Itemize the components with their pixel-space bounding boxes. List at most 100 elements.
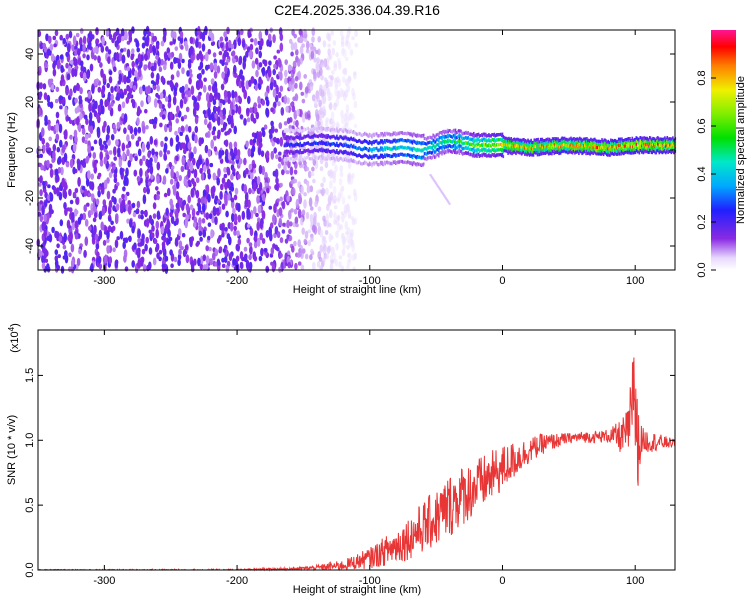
signal-cell xyxy=(577,137,579,141)
signal-cell xyxy=(297,150,300,154)
noise-blob xyxy=(79,87,83,95)
signal-cell xyxy=(284,135,286,139)
signal-cell xyxy=(578,152,580,155)
signal-cell xyxy=(366,155,368,158)
noise-blob xyxy=(291,105,296,113)
noise-blob xyxy=(247,199,251,209)
signal-cell xyxy=(503,139,505,143)
noise-blob xyxy=(277,163,282,169)
signal-cell xyxy=(409,140,411,144)
noise-blob xyxy=(180,246,184,250)
noise-blob xyxy=(139,158,143,166)
noise-blob xyxy=(240,79,245,88)
signal-cell xyxy=(508,141,511,144)
signal-cell xyxy=(399,152,402,156)
signal-cell xyxy=(297,143,300,147)
signal-cell xyxy=(452,134,454,138)
noise-blob xyxy=(164,136,168,142)
signal-cell xyxy=(574,142,576,146)
noise-blob xyxy=(159,122,163,128)
noise-blob xyxy=(307,170,312,179)
noise-blob xyxy=(202,229,207,238)
noise-blob xyxy=(300,217,304,226)
noise-blob xyxy=(217,261,221,266)
signal-cell xyxy=(421,134,423,137)
noise-blob xyxy=(76,82,80,91)
noise-blob xyxy=(43,200,48,207)
noise-blob xyxy=(283,95,288,105)
noise-blob xyxy=(59,54,64,60)
signal-cell xyxy=(621,143,623,147)
signal-cell xyxy=(564,147,567,151)
noise-blob xyxy=(218,51,223,56)
signal-cell xyxy=(625,144,627,148)
signal-cell xyxy=(417,141,419,145)
signal-cell xyxy=(284,142,286,146)
spectrogram-image xyxy=(36,25,677,275)
signal-cell xyxy=(391,140,394,144)
signal-cell xyxy=(578,145,580,149)
signal-cell xyxy=(374,161,376,165)
signal-cell xyxy=(344,157,347,160)
noise-blob xyxy=(221,203,226,210)
signal-cell xyxy=(491,143,493,147)
signal-cell xyxy=(340,143,343,147)
signal-cell xyxy=(413,147,415,150)
noise-blob xyxy=(103,179,108,190)
noise-blob xyxy=(214,195,219,202)
noise-blob xyxy=(50,53,55,62)
noise-blob xyxy=(87,90,92,100)
noise-blob xyxy=(65,33,70,40)
noise-blob xyxy=(196,210,200,216)
signal-cell xyxy=(426,151,429,155)
noise-blob xyxy=(297,261,302,266)
noise-blob xyxy=(222,107,227,117)
signal-cell xyxy=(458,136,461,140)
signal-cell xyxy=(285,142,288,146)
noise-blob xyxy=(223,173,228,179)
signal-cell xyxy=(611,138,614,142)
signal-cell xyxy=(648,151,650,154)
noise-blob xyxy=(74,136,78,144)
noise-blob xyxy=(132,85,137,91)
signal-cell xyxy=(323,142,325,145)
noise-blob xyxy=(207,100,211,109)
noise-blob xyxy=(55,174,60,183)
signal-cell xyxy=(607,146,610,150)
noise-blob xyxy=(58,191,63,201)
noise-blob xyxy=(74,187,79,194)
noise-blob xyxy=(288,38,293,44)
signal-cell xyxy=(352,151,355,155)
signal-cell xyxy=(374,132,376,136)
signal-cell xyxy=(650,138,653,142)
noise-blob xyxy=(289,221,293,227)
noise-blob xyxy=(179,131,183,136)
signal-cell xyxy=(335,129,337,133)
signal-cell xyxy=(642,145,645,148)
signal-cell xyxy=(438,134,440,138)
signal-cell xyxy=(297,128,300,132)
signal-cell xyxy=(633,151,635,155)
noise-blob xyxy=(50,125,55,131)
signal-cell xyxy=(621,150,623,154)
noise-blob xyxy=(248,32,252,38)
noise-blob xyxy=(210,139,214,149)
signal-cell xyxy=(367,163,370,167)
noise-blob xyxy=(144,64,148,69)
noise-blob xyxy=(84,139,88,145)
signal-cell xyxy=(469,142,472,146)
noise-blob xyxy=(305,166,310,172)
signal-cell xyxy=(582,148,584,152)
signal-cell xyxy=(335,136,337,140)
signal-cell xyxy=(547,143,549,147)
noise-blob xyxy=(321,105,326,113)
noise-blob xyxy=(51,226,55,234)
noise-blob xyxy=(197,197,202,204)
noise-blob xyxy=(195,38,199,48)
noise-blob xyxy=(330,235,334,240)
signal-cell xyxy=(356,140,359,143)
noise-blob xyxy=(292,60,297,67)
noise-blob xyxy=(174,209,179,220)
signal-cell xyxy=(290,142,293,146)
noise-blob xyxy=(322,94,327,105)
